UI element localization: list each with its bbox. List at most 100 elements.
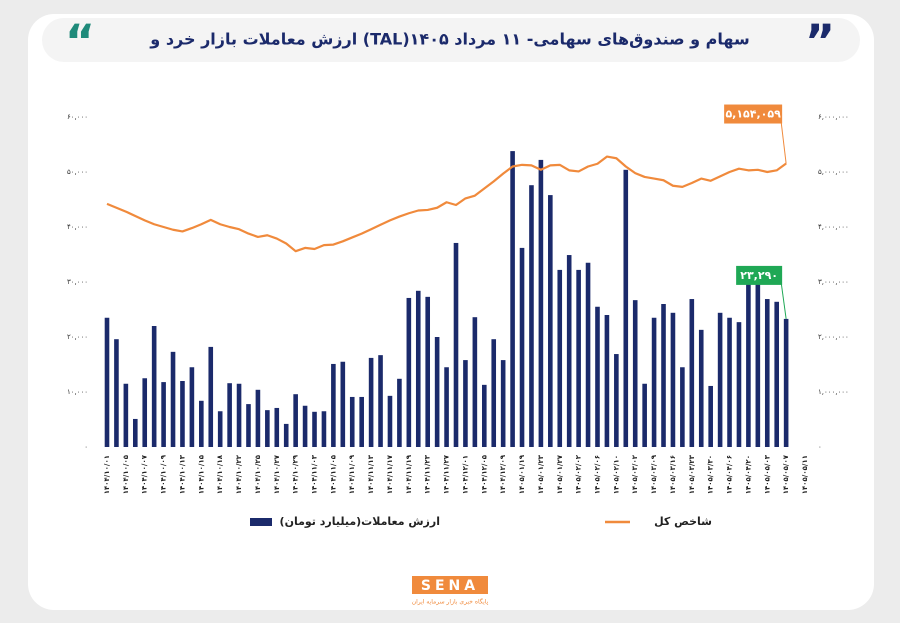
bar — [727, 317, 732, 447]
x-tick-label: ۱۴۰۴/۱۰/۱۳ — [178, 454, 186, 494]
x-tick-label: ۱۴۰۴/۱۰/۰۷ — [141, 454, 149, 494]
bar — [538, 159, 544, 447]
value-label-text: ۲۳,۲۹۰ — [740, 269, 778, 282]
x-tick-label: ۱۴۰۴/۱۰/۲۷ — [273, 454, 281, 494]
bar — [670, 312, 676, 447]
bar — [661, 304, 666, 447]
bar — [736, 322, 742, 447]
x-tick-label: ۱۴۰۵/۰۲/۰۶ — [593, 455, 601, 494]
bar — [293, 394, 298, 447]
x-tick-label: ۱۴۰۴/۱۲/۰۹ — [499, 454, 507, 494]
bar — [755, 283, 761, 447]
bar — [717, 312, 723, 447]
x-tick-label: ۱۴۰۵/۰۴/۲۰ — [744, 455, 752, 494]
logo: SENA پایگاه خبری بازار سرمایه ایران — [412, 576, 489, 606]
bar — [132, 418, 138, 447]
bar — [114, 339, 119, 447]
y-tick-label: ۲۰,۰۰۰ — [67, 333, 88, 341]
x-tick-label: ۱۴۰۵/۰۵/۰۷ — [782, 454, 790, 494]
x-tick-label: ۱۴۰۵/۰۲/۱۰ — [612, 455, 620, 494]
bar — [500, 360, 506, 447]
bar — [378, 355, 383, 447]
bar — [510, 151, 515, 447]
bar — [585, 262, 591, 447]
bar — [246, 404, 251, 447]
bar — [397, 378, 402, 447]
bar — [566, 255, 572, 447]
bar — [557, 269, 563, 447]
x-tick-label: ۱۴۰۴/۱۱/۲۳ — [424, 454, 432, 494]
x-tick-label: ۱۴۰۴/۱۰/۱۵ — [197, 454, 205, 494]
bar — [142, 378, 148, 447]
y2-tick-label: ۱,۰۰۰,۰۰۰ — [818, 388, 849, 396]
y2-tick-label: ۳,۰۰۰,۰۰۰ — [818, 278, 849, 286]
bar — [104, 317, 110, 447]
y2-tick-label: ۶,۰۰۰,۰۰۰ — [818, 113, 849, 121]
value-label-box — [724, 104, 783, 124]
x-tick-label: ۱۴۰۵/۰۳/۱۶ — [669, 455, 677, 494]
bar — [265, 410, 270, 447]
bar — [302, 405, 308, 447]
y-tick-label: ۵۰,۰۰۰ — [67, 168, 88, 176]
chart-title: ارزش معاملات بازار خرد و (TAL)سهام و صند… — [149, 30, 749, 49]
x-tick-label: ۱۴۰۵/۰۲/۰۲ — [575, 454, 583, 494]
bar — [283, 423, 289, 447]
x-tick-label: ۱۴۰۴/۱۰/۲۹ — [292, 454, 300, 494]
header-bar — [42, 18, 860, 62]
x-tick-label: ۱۴۰۴/۱۱/۱۷ — [386, 454, 394, 494]
card — [28, 14, 874, 610]
bar — [614, 354, 619, 447]
bar — [425, 296, 431, 447]
x-tick-label: ۱۴۰۵/۰۳/۰۲ — [631, 454, 639, 494]
x-tick-label: ۱۴۰۴/۱۱/۰۹ — [348, 454, 356, 494]
bar — [321, 411, 327, 447]
bar — [698, 329, 704, 447]
bar — [548, 195, 553, 447]
bar — [453, 242, 459, 447]
bar — [406, 297, 412, 447]
y-tick-label: ۴۰,۰۰۰ — [67, 223, 88, 231]
bar — [151, 326, 157, 447]
bar — [708, 385, 713, 447]
bar — [170, 351, 176, 447]
line — [106, 155, 787, 253]
y-tick-label: ۳۰,۰۰۰ — [67, 278, 88, 286]
bar — [368, 357, 374, 447]
logo-caption: پایگاه خبری بازار سرمایه ایران — [412, 598, 489, 606]
bar — [208, 346, 214, 447]
legend-label: شاخص کل — [654, 515, 712, 528]
bar — [764, 299, 770, 447]
x-tick-label: ۱۴۰۵/۰۳/۳۰ — [707, 455, 715, 494]
bar — [387, 395, 393, 447]
bar — [217, 411, 223, 447]
y2-tick-label: ۰ — [818, 443, 822, 451]
bar — [236, 383, 242, 447]
x-tick-label: ۱۴۰۴/۱۰/۰۵ — [122, 454, 130, 494]
value-label-text: ۵,۱۵۴,۰۵۹ — [725, 108, 781, 121]
bar — [783, 318, 789, 447]
bar — [415, 290, 421, 447]
bar — [180, 381, 185, 447]
x-tick-label: ۱۴۰۵/۰۱/۲۳ — [537, 454, 545, 494]
x-tick-label: ۱۴۰۴/۱۱/۱۹ — [405, 454, 413, 494]
x-tick-label: ۱۴۰۴/۱۰/۰۹ — [160, 454, 168, 494]
bar — [632, 300, 638, 447]
quote-left: “ — [65, 15, 95, 69]
bar — [312, 411, 317, 447]
x-tick-label: ۱۴۰۵/۰۳/۰۹ — [650, 454, 658, 494]
x-tick-label: ۱۴۰۴/۱۰/۲۵ — [254, 454, 262, 494]
bar — [123, 383, 129, 447]
x-tick-label: ۱۴۰۵/۰۵/۰۳ — [763, 454, 771, 494]
x-tick-label: ۱۴۰۵/۰۳/۲۳ — [688, 454, 696, 494]
y2-tick-label: ۵,۰۰۰,۰۰۰ — [818, 168, 849, 176]
bar — [491, 339, 497, 447]
logo-text: SENA — [421, 578, 479, 594]
bar — [576, 269, 581, 447]
bar — [189, 367, 195, 447]
x-tick-label: ۱۴۰۴/۱۱/۱۳ — [367, 454, 375, 494]
bar — [161, 382, 166, 447]
bar — [623, 169, 629, 448]
bar — [680, 367, 685, 447]
logo-box — [412, 576, 488, 594]
